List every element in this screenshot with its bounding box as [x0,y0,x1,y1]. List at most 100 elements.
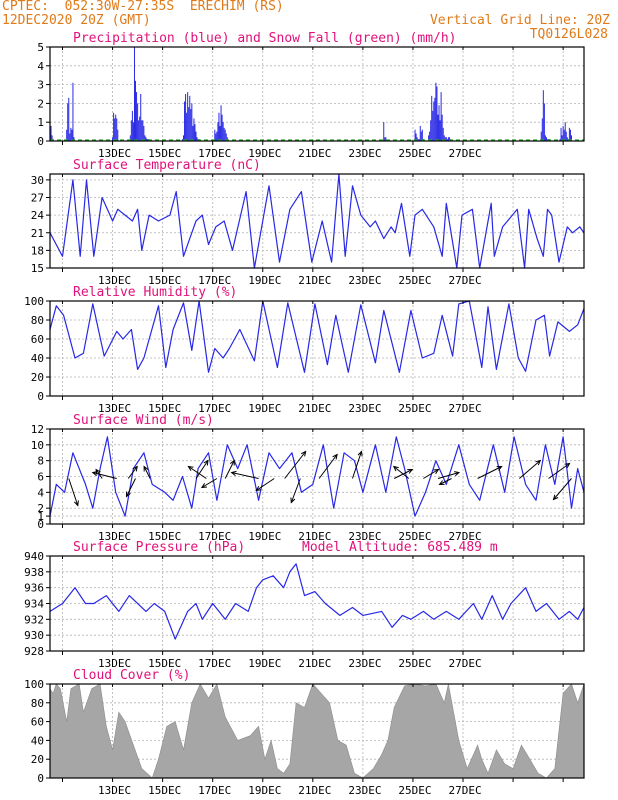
y-tick-label: 936 [24,582,44,595]
precip-bar [541,118,543,141]
precip-bar [384,137,386,141]
precip-bar [139,116,141,141]
x-tick-label: 25DEC [398,402,431,415]
precip-bar [218,112,220,141]
precip-bar [564,122,566,141]
wind-arrow-head [438,480,445,486]
x-tick-label: 15DEC [148,530,181,543]
wind-arrow-head [552,494,559,501]
x-tick-label: 23DEC [348,784,381,797]
wind-arrow-head [203,459,209,466]
wind-arrow [290,478,301,504]
precip-bar [414,129,416,141]
y-tick-label: 6 [37,471,44,484]
precip-bar [439,120,441,141]
header-location: CPTEC: 052:30W-27:35S ERECHIM (RS) [2,0,284,14]
x-tick-label: 15DEC [148,784,181,797]
wind-arrow [127,465,138,479]
precip-bar [114,118,116,141]
panel-title: Surface Temperature (nC) [73,158,261,173]
wind-arrow-head [357,450,363,457]
panel-pres: 928 930 932 934 936 938 940 13DEC 15DEC 17DEC 19DE… [24,540,585,670]
precip-bar [441,114,443,141]
panel-title: Relative Humidity (%) [73,285,237,300]
y-tick-label: 4 [37,486,44,499]
wind-arrow-head [454,471,461,477]
y-tick-label: 100 [24,678,44,691]
precip-bar [138,120,140,141]
wind-arrow-shaft [318,454,338,479]
wind-arrow-shaft [351,451,362,479]
wind-arrow-shaft [519,460,541,479]
wind-arrow [224,459,235,479]
y-tick-label: 5 [37,41,44,54]
y-tick-label: 40 [31,352,44,365]
precip-bar [226,137,228,141]
precip-bar [416,137,418,141]
precip-bar [568,127,570,141]
x-tick-label: 15DEC [148,274,181,287]
precip-bar [50,125,52,141]
wind-arrow-shaft [92,472,117,479]
precip-bar [141,120,143,141]
wind-arrow-head [535,459,542,466]
precip-bar [565,131,567,141]
precip-bar [566,137,568,141]
wind-arrow [552,478,572,501]
y-tick-label: 15 [31,262,44,275]
panel-frame [49,683,585,779]
y-tick-label: 0 [37,772,44,785]
x-tick-label: 23DEC [348,274,381,287]
precip-bar [437,114,439,141]
wind-arrow-shaft [68,478,79,506]
precip-bar [140,94,142,141]
y-tick-label: 4 [37,60,44,73]
wind-arrow-shaft [548,463,570,479]
y-tick-label: 60 [31,333,44,346]
precip-bar [187,92,189,141]
y-tick-label: 20 [31,371,44,384]
wind-arrow [351,450,363,479]
wind-arrow-head [143,465,149,472]
wind-arrow [392,465,410,479]
y-tick-label: 12 [31,423,44,436]
precip-bar [68,97,70,141]
precip-bar [569,129,571,141]
wind-arrow-head [125,491,131,498]
y-tick-label: 3 [37,79,44,92]
x-tick-label: 13DEC [98,274,131,287]
wind-arrow [200,478,218,489]
precip-bar [440,92,442,141]
x-tick-label: 15DEC [148,657,181,670]
wind-arrow [423,468,440,479]
panel-rh: 0 20 40 60 80 100 13DEC 15DEC 17DEC 19DEC 21DEC 23D… [24,285,585,415]
y-tick-label: 80 [31,697,44,710]
wind-arrow-head [229,459,235,466]
wind-arrow [125,478,136,498]
x-tick-label: 21DEC [298,402,331,415]
wind-arrow-head [187,465,194,472]
precip-bar [130,120,132,141]
wind-arrow [143,465,151,479]
header-run-time: 12DEC2020 20Z (GMT) [2,13,151,28]
x-tick-label: 13DEC [98,147,131,160]
pres-series-line [49,563,585,640]
precip-bar [70,127,72,141]
x-tick-label: 21DEC [298,657,331,670]
wind-arrow [477,465,503,479]
wind-arrow-shaft [477,466,502,479]
wind-arrow-head [255,485,262,492]
precip-bar [221,114,223,141]
x-tick-label: 21DEC [298,274,331,287]
x-tick-label: 25DEC [398,657,431,670]
panel-precip: 0 1 2 3 4 5 13DEC 15DEC 17DEC 19DEC 21DEC 23DEC 25DE… [37,31,585,160]
precip-bar [137,103,139,141]
x-tick-label: 17DEC [198,784,231,797]
wind-arrow-head [290,497,296,504]
precip-bar [419,125,421,141]
y-tick-label: 2 [37,502,44,515]
precip-bar [115,114,117,141]
precip-bar [181,139,183,141]
precip-bar [184,101,186,141]
wind-arrow [438,478,452,486]
